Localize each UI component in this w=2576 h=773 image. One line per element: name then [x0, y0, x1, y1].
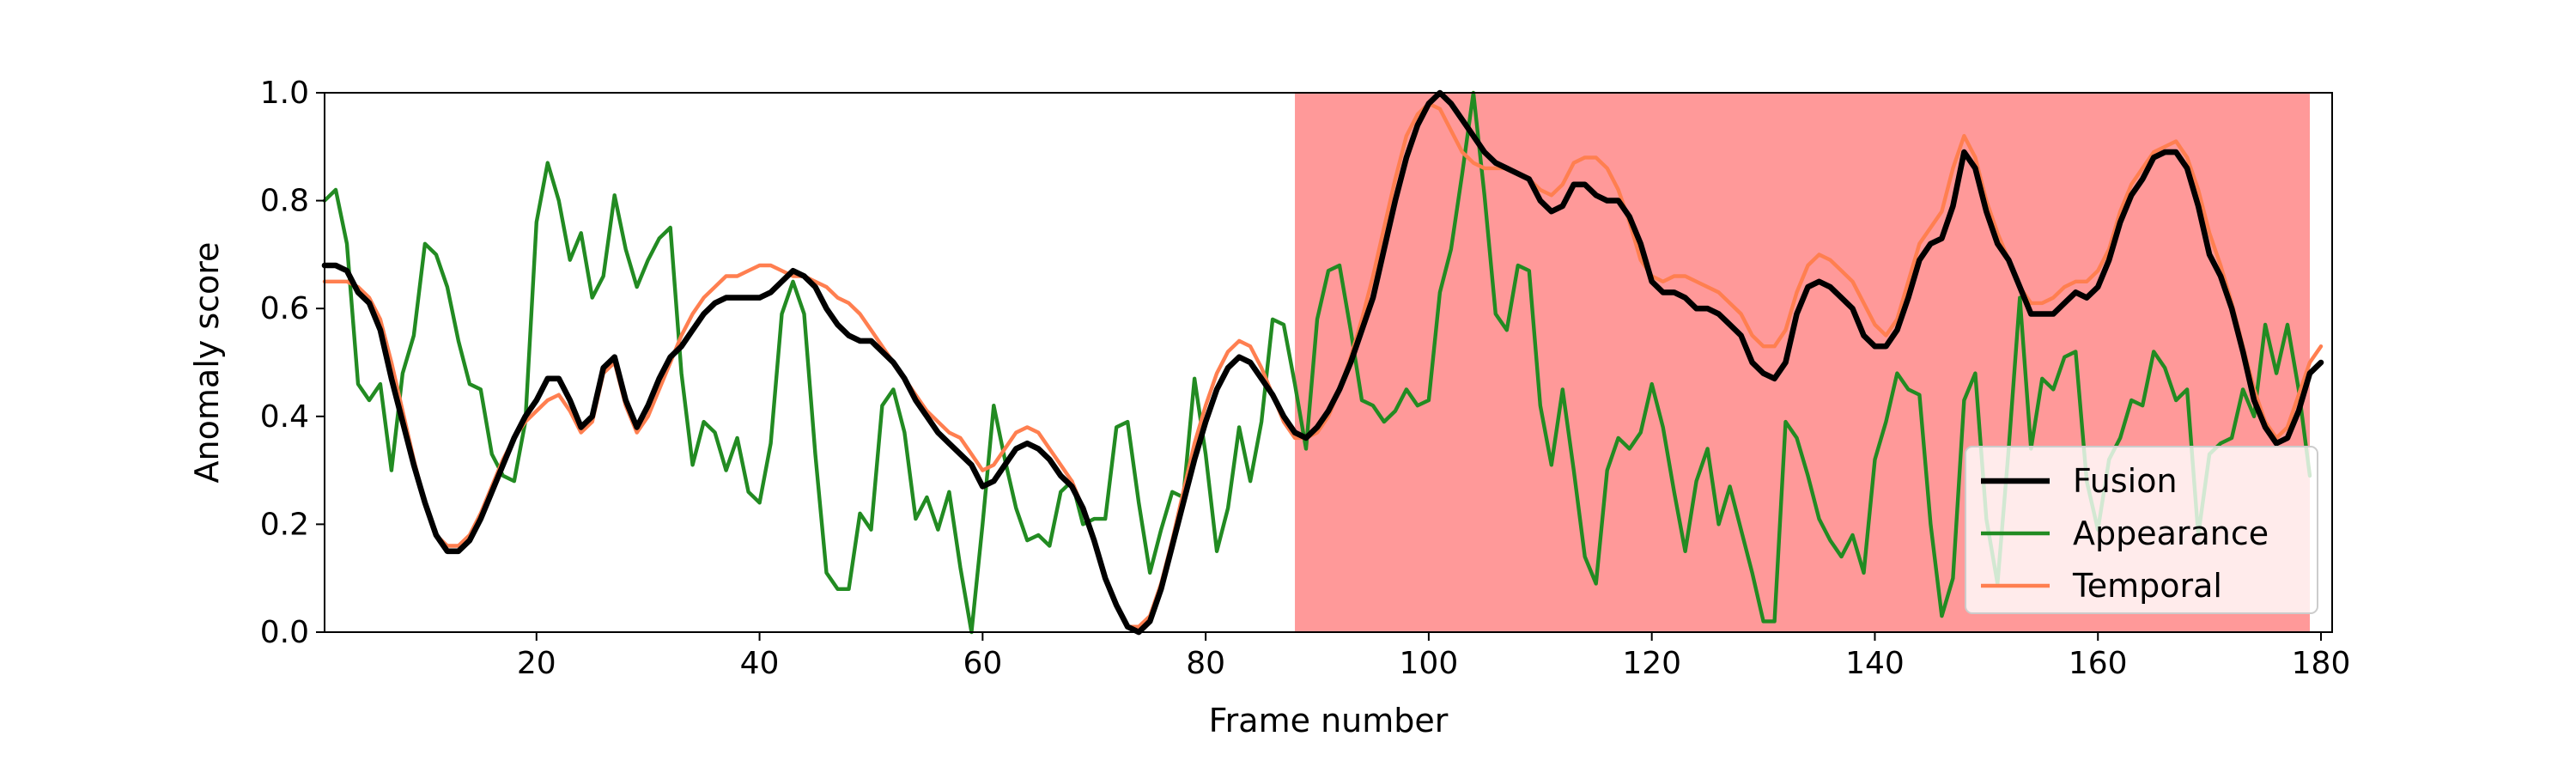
series-line-temporal [322, 101, 2324, 629]
x-tick-label: 120 [1622, 646, 1681, 681]
x-axis: 20 40 60 80 100 120 140 160 180 [517, 632, 2350, 681]
legend-box [1965, 446, 2318, 614]
series-layer [321, 89, 2324, 636]
x-axis-label: Frame number [1209, 702, 1449, 740]
y-tick-label: 1.0 [260, 76, 309, 111]
y-tick-label: 0.4 [260, 399, 309, 435]
y-axis-label: Anomaly score [188, 242, 226, 484]
x-tick-label: 100 [1400, 646, 1459, 681]
plot-area-frame [324, 92, 2333, 633]
y-tick-label: 0.6 [260, 291, 309, 326]
series-line-fusion [321, 89, 2324, 636]
y-axis: 0.0 0.2 0.4 0.6 0.8 1.0 [260, 76, 325, 650]
x-tick-label: 80 [1186, 646, 1225, 681]
x-tick-label: 160 [2069, 646, 2128, 681]
y-tick-label: 0.2 [260, 507, 309, 542]
x-tick-label: 20 [517, 646, 556, 681]
legend-label-temporal: Temporal [2072, 567, 2222, 605]
series-line-appearance [322, 90, 2312, 635]
x-tick-label: 40 [740, 646, 780, 681]
x-tick-label: 140 [1845, 646, 1905, 681]
legend-label-fusion: Fusion [2073, 462, 2178, 500]
x-tick-label: 60 [963, 646, 1002, 681]
y-tick-label: 0.8 [260, 184, 309, 219]
legend: Fusion Appearance Temporal [1965, 446, 2318, 614]
legend-label-appearance: Appearance [2073, 514, 2269, 552]
y-tick-label: 0.0 [260, 615, 309, 650]
x-tick-label: 180 [2292, 646, 2351, 681]
